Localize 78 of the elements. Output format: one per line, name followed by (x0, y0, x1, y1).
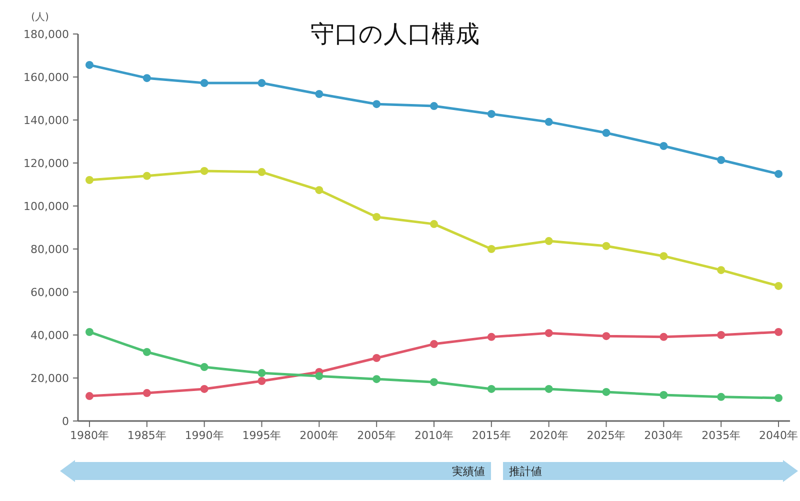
x-tick-label: 2010年 (414, 429, 454, 442)
point (774, 328, 783, 336)
point (258, 377, 266, 386)
text: 実績値 (452, 465, 485, 478)
x-tick-label: 1990年 (184, 429, 224, 442)
x-tick-label: 2030年 (644, 429, 684, 442)
point (660, 332, 668, 341)
point (487, 110, 496, 118)
point (372, 100, 381, 108)
point (200, 166, 208, 175)
text: 推計値 (509, 465, 542, 478)
point (85, 60, 94, 69)
y-tick-label: 40,000 (30, 329, 69, 342)
point (430, 378, 438, 386)
point (602, 332, 610, 340)
point (142, 74, 151, 82)
x-tick-label: 2020年 (529, 429, 568, 442)
point (717, 392, 726, 401)
x-tick-label: 2025年 (586, 429, 626, 442)
y-axis-title: (人) (31, 12, 49, 23)
point (315, 90, 324, 98)
point (660, 142, 668, 150)
y-tick-label: 120,000 (24, 157, 69, 170)
point (544, 384, 553, 393)
y-tick-label: 180,000 (24, 28, 69, 41)
point (200, 79, 208, 88)
y-tick-label: 160,000 (24, 71, 69, 84)
point (544, 237, 553, 246)
x-tick-label: 2035年 (702, 429, 741, 442)
point (142, 389, 151, 398)
y-tick-label: 20,000 (30, 372, 69, 385)
point (717, 156, 726, 164)
point (774, 170, 783, 178)
point (372, 375, 381, 384)
point (487, 245, 496, 253)
point (487, 332, 496, 341)
point (660, 252, 668, 260)
x-tick-label: 2000年 (300, 429, 339, 442)
point (544, 118, 553, 126)
point (200, 363, 208, 372)
point (200, 384, 208, 393)
point (85, 328, 94, 336)
x-tick-label: 1985年 (127, 429, 166, 442)
point (142, 348, 151, 356)
point (774, 282, 783, 290)
point (372, 212, 381, 221)
point (430, 220, 438, 228)
point (430, 102, 438, 110)
point (315, 372, 324, 380)
point (85, 176, 94, 184)
point (717, 331, 726, 339)
point (315, 186, 324, 194)
point (544, 329, 553, 338)
x-tick-label: 2005年 (357, 429, 396, 442)
point (660, 390, 668, 399)
y-tick-label: 0 (62, 415, 69, 428)
point (372, 354, 381, 362)
point (602, 388, 610, 396)
chart-title: 守口の人口構成 (310, 20, 480, 48)
point (602, 128, 610, 137)
x-tick-label: 2040年 (759, 429, 798, 442)
y-tick-label: 80,000 (30, 243, 69, 256)
point (602, 242, 610, 250)
point (142, 172, 151, 180)
x-tick-label: 2015年 (472, 429, 511, 442)
x-tick-label: 1980年 (70, 429, 109, 442)
point (258, 79, 266, 88)
x-tick-label: 1995年 (242, 429, 282, 442)
y-tick-label: 100,000 (24, 200, 69, 213)
point (430, 340, 438, 348)
point (258, 369, 266, 378)
point (258, 168, 266, 176)
point (774, 394, 783, 402)
y-tick-label: 140,000 (24, 114, 69, 127)
point (85, 392, 94, 400)
y-tick-label: 60,000 (30, 286, 69, 299)
point (487, 384, 496, 393)
point (717, 266, 726, 274)
